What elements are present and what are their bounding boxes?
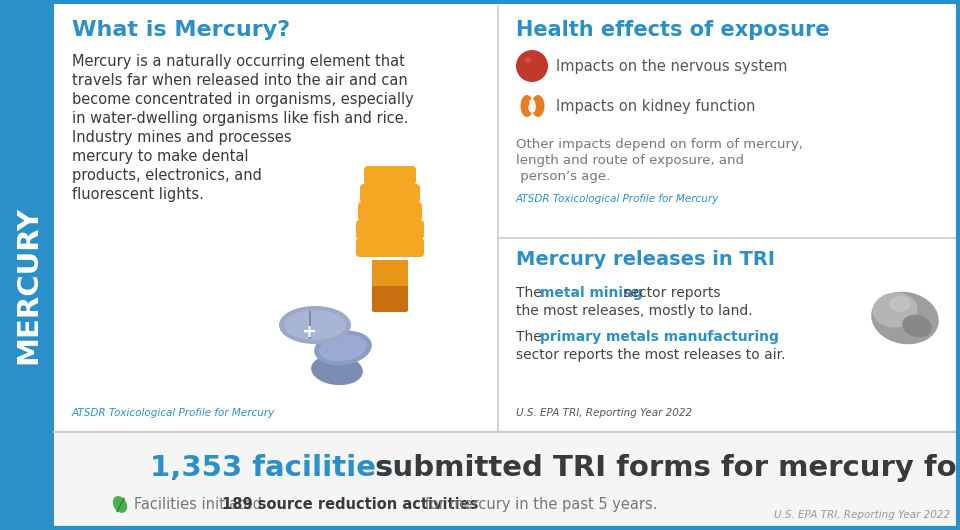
Text: for mercury in the past 5 years.: for mercury in the past 5 years. [420,497,658,512]
Ellipse shape [516,50,548,82]
Text: 1,353 facilities: 1,353 facilities [150,455,394,482]
FancyBboxPatch shape [360,184,420,203]
FancyBboxPatch shape [372,286,408,312]
Text: travels far when released into the air and can: travels far when released into the air a… [72,73,408,88]
Text: Industry mines and processes: Industry mines and processes [72,130,292,145]
Bar [372,260,408,288]
Ellipse shape [284,310,346,340]
Text: Impacts on the nervous system: Impacts on the nervous system [556,58,787,74]
Bar [54,432,958,528]
Text: primary metals manufacturing: primary metals manufacturing [540,330,779,344]
FancyBboxPatch shape [358,202,422,221]
Bar [54,2,958,432]
Ellipse shape [311,355,363,385]
Ellipse shape [524,99,530,107]
Ellipse shape [902,315,932,337]
FancyBboxPatch shape [356,238,424,257]
Text: metal mining: metal mining [540,286,643,300]
Text: U.S. EPA TRI, Reporting Year 2022: U.S. EPA TRI, Reporting Year 2022 [516,408,692,418]
Ellipse shape [536,99,540,107]
Ellipse shape [528,99,536,113]
Text: ATSDR Toxicological Profile for Mercury: ATSDR Toxicological Profile for Mercury [516,194,719,204]
Ellipse shape [873,293,918,328]
Ellipse shape [872,292,939,344]
Text: Facilities initiated: Facilities initiated [134,497,267,512]
Text: Other impacts depend on form of mercury,: Other impacts depend on form of mercury, [516,138,803,151]
Ellipse shape [889,296,911,312]
Ellipse shape [520,95,534,117]
Text: Impacts on kidney function: Impacts on kidney function [556,99,756,113]
Bar [56,434,956,526]
Text: U.S. EPA TRI, Reporting Year 2022: U.S. EPA TRI, Reporting Year 2022 [774,510,950,520]
Text: MERCURY: MERCURY [14,206,42,364]
Text: Health effects of exposure: Health effects of exposure [516,20,829,40]
Text: ATSDR Toxicological Profile for Mercury: ATSDR Toxicological Profile for Mercury [72,408,276,418]
Ellipse shape [279,306,351,344]
Ellipse shape [532,95,544,117]
Text: Mercury is a naturally occurring element that: Mercury is a naturally occurring element… [72,54,405,69]
Text: The: The [516,286,546,300]
Bar [2,2,54,528]
Text: person’s age.: person’s age. [516,170,611,183]
Ellipse shape [314,331,372,365]
Text: submitted TRI forms for mercury for 2022: submitted TRI forms for mercury for 2022 [365,455,960,482]
Text: the most releases, mostly to land.: the most releases, mostly to land. [516,304,753,318]
Text: +: + [301,323,316,341]
Text: Mercury releases in TRI: Mercury releases in TRI [516,250,775,269]
Text: fluorescent lights.: fluorescent lights. [72,187,204,202]
Text: products, electronics, and: products, electronics, and [72,168,262,183]
Text: mercury to make dental: mercury to make dental [72,149,249,164]
Ellipse shape [112,496,128,513]
Text: What is Mercury?: What is Mercury? [72,20,290,40]
FancyBboxPatch shape [356,220,424,239]
Text: sector reports the most releases to air.: sector reports the most releases to air. [516,348,785,362]
Ellipse shape [524,57,532,63]
FancyBboxPatch shape [364,166,416,185]
Text: sector reports: sector reports [619,286,721,300]
Ellipse shape [521,54,535,74]
Text: The: The [516,330,546,344]
Text: length and route of exposure, and: length and route of exposure, and [516,154,744,167]
Ellipse shape [529,54,543,74]
Text: 189 source reduction activities: 189 source reduction activities [222,497,478,512]
Ellipse shape [319,335,367,361]
Bar [56,4,956,430]
Text: in water-dwelling organisms like fish and rice.: in water-dwelling organisms like fish an… [72,111,409,126]
Text: become concentrated in organisms, especially: become concentrated in organisms, especi… [72,92,414,107]
Ellipse shape [523,64,541,76]
